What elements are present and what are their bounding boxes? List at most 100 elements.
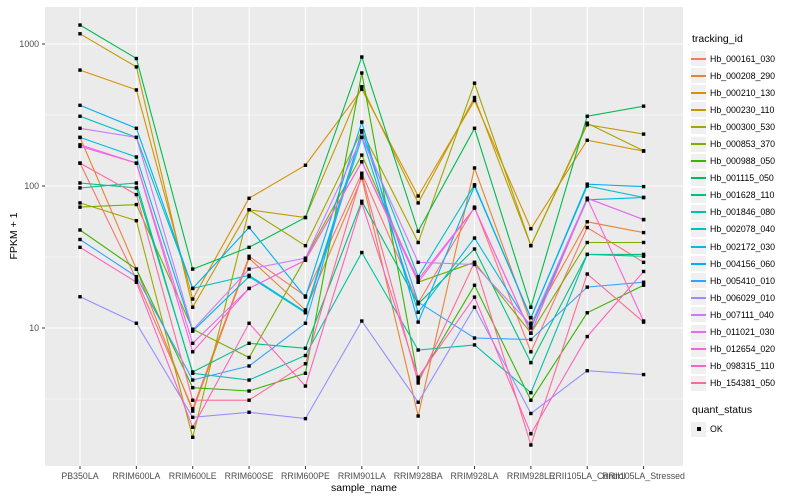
x-tick-label: RRIM600LE (169, 471, 217, 481)
data-point (472, 336, 477, 340)
legend-key-swatch (691, 358, 706, 374)
data-point (191, 385, 195, 390)
data-point (529, 305, 533, 309)
data-point (585, 285, 589, 289)
data-point (247, 364, 251, 368)
legend-item-Hb_000300_530: Hb_000300_530 (691, 118, 800, 135)
legend-item-label: Hb_002078_040 (710, 224, 776, 235)
data-point (416, 274, 420, 279)
y-tick-label: 10 (29, 323, 39, 333)
legend-key-swatch (691, 187, 706, 203)
data-point (191, 297, 195, 301)
legend-item-Hb_006029_010: Hb_006029_010 (691, 289, 800, 306)
data-point (641, 320, 646, 324)
data-point (78, 135, 82, 140)
data-point (134, 202, 139, 207)
data-point (191, 425, 195, 429)
data-point (78, 186, 82, 190)
data-point (472, 81, 477, 85)
x-tick-label: RRIM928BA (394, 471, 443, 481)
legend-item-label: Hb_001628_110 (710, 190, 775, 201)
legend-item-label: Hb_000210_130 (710, 87, 776, 98)
legend-key-swatch (691, 119, 706, 135)
legend-key-swatch (691, 136, 706, 152)
data-point (641, 269, 646, 274)
data-point (247, 208, 251, 212)
legend-key-line (691, 57, 706, 60)
data-point (191, 286, 195, 291)
legend-quant-items: OK (691, 421, 800, 438)
data-point (134, 218, 139, 223)
data-point (303, 295, 308, 299)
data-point (472, 98, 477, 103)
data-point (472, 206, 477, 210)
data-point (134, 155, 139, 159)
legend-key-line (691, 143, 706, 146)
data-point (78, 23, 82, 27)
data-point (303, 321, 308, 325)
data-point (585, 121, 589, 125)
data-point (191, 371, 195, 375)
data-point (191, 305, 195, 309)
legend-key-swatch (691, 51, 706, 67)
data-point (134, 65, 139, 69)
legend-item-label: Hb_000300_530 (710, 121, 776, 132)
legend-key-line (691, 365, 706, 368)
data-point (416, 280, 420, 284)
legend-key-swatch (691, 256, 706, 272)
data-point (529, 411, 533, 416)
data-point (303, 371, 308, 375)
data-point (585, 225, 589, 230)
data-point (585, 369, 589, 373)
data-point (191, 435, 195, 439)
legend-item-Hb_098315_110: Hb_098315_110 (691, 358, 800, 375)
data-point (585, 272, 589, 276)
legend-key-swatch (691, 324, 706, 340)
legend-item-Hb_000208_290: Hb_000208_290 (691, 67, 800, 84)
data-point (191, 267, 195, 271)
x-tick-label: RRII105LA_Control (549, 471, 625, 481)
data-point (360, 85, 364, 89)
legend-item-label: OK (710, 424, 723, 435)
legend-key-swatch (691, 273, 706, 289)
legend-key-swatch (691, 85, 706, 101)
data-point (641, 252, 646, 257)
data-point (247, 245, 251, 250)
data-point (134, 56, 139, 61)
data-point (641, 283, 646, 287)
legend-item-label: Hb_000230_110 (710, 104, 775, 115)
data-point (303, 256, 308, 260)
data-point (134, 181, 139, 185)
y-axis-title: FPKM + 1 (8, 212, 20, 260)
data-point (416, 260, 420, 265)
data-point (360, 153, 364, 157)
legend-item-label: Hb_098315_110 (710, 361, 775, 372)
data-point (78, 181, 82, 185)
data-point (472, 305, 477, 309)
legend-key-swatch (691, 307, 706, 323)
data-point (585, 252, 589, 257)
data-point (360, 129, 364, 133)
legend-key-swatch (691, 204, 706, 220)
data-point (303, 353, 308, 358)
data-point (529, 443, 533, 447)
data-point (529, 323, 533, 327)
data-point (78, 126, 82, 130)
legend-item-Hb_001846_080: Hb_001846_080 (691, 204, 800, 221)
legend-item-Hb_000853_370: Hb_000853_370 (691, 135, 800, 152)
legend-item-label: Hb_000853_370 (710, 139, 776, 150)
series-points-Hb_001115_050 (78, 23, 646, 309)
data-point (585, 311, 589, 315)
data-point (585, 182, 589, 186)
legend-item-Hb_000210_130: Hb_000210_130 (691, 84, 800, 101)
data-point (585, 114, 589, 118)
data-point (303, 416, 308, 421)
data-point (416, 240, 420, 245)
legend-key-swatch (691, 102, 706, 118)
data-point (247, 398, 251, 402)
legend-item-label: Hb_001115_050 (710, 173, 774, 184)
legend-key-line (691, 262, 706, 265)
legend-item-Hb_154381_050: Hb_154381_050 (691, 375, 800, 392)
data-point (416, 400, 420, 404)
data-point (360, 173, 364, 177)
